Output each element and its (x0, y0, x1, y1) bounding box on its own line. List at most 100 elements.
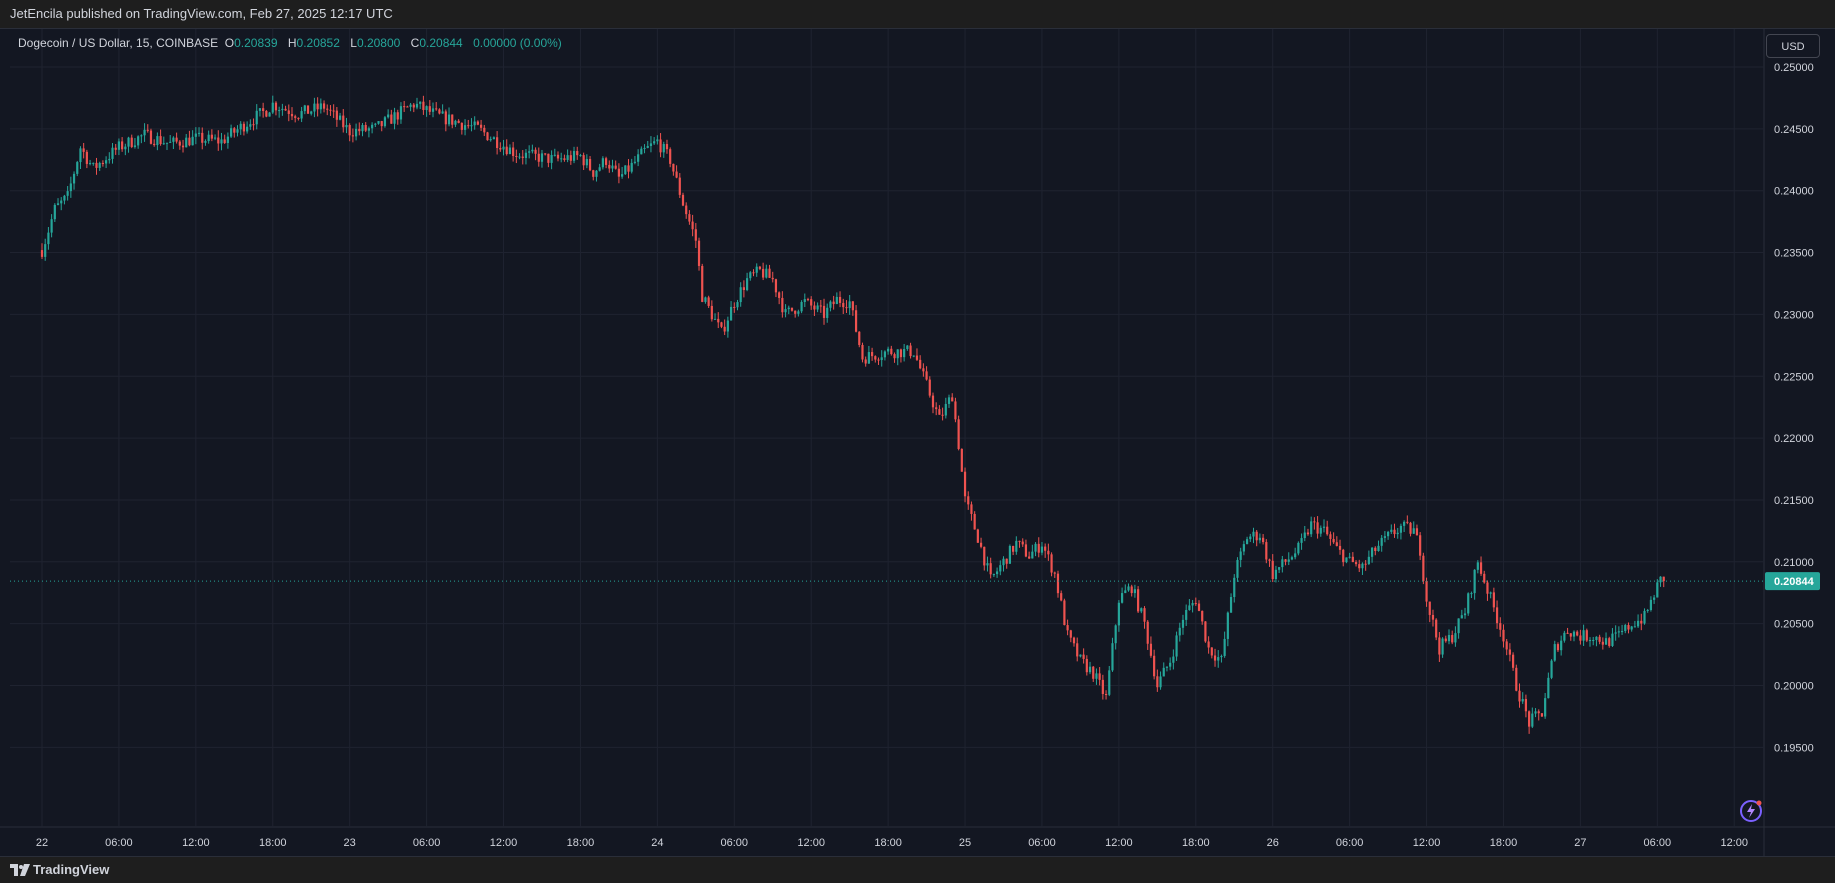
candle-body (697, 240, 701, 266)
candle-body (1569, 633, 1572, 637)
candle-body (1495, 607, 1499, 624)
candle-body (1441, 638, 1444, 655)
tradingview-logo-icon[interactable] (10, 864, 30, 876)
candle-body (630, 162, 633, 172)
candle-body (130, 137, 133, 147)
candle-body (1249, 536, 1252, 540)
candle-body (995, 571, 999, 575)
candle-body (675, 171, 678, 178)
time-tick-label: 06:00 (105, 837, 133, 849)
candle-body (197, 132, 201, 134)
candle-body (803, 299, 806, 302)
currency-button[interactable]: USD (1766, 34, 1820, 58)
candle-body (124, 146, 127, 150)
candle-body (1608, 638, 1611, 646)
candle-body (393, 112, 396, 124)
candle-body (114, 147, 117, 150)
price-axis[interactable]: 0.25000 0.24500 0.24000 0.23500 0.23000 0.225… (1774, 62, 1814, 754)
candle-body (1431, 614, 1435, 620)
candle-body (614, 165, 617, 169)
candle-body (874, 356, 877, 360)
candle-body (274, 102, 278, 111)
candle-body (156, 136, 159, 146)
candle-body (345, 124, 348, 128)
candle-body (1095, 673, 1098, 679)
candle-body (194, 133, 197, 137)
candle-body (1422, 555, 1425, 581)
candle-body (794, 310, 797, 314)
candle-body (1528, 711, 1531, 727)
candle-body (678, 177, 681, 195)
candle-body (479, 124, 483, 128)
chart-pane[interactable]: 0.25000 0.24500 0.24000 0.23500 0.23000 0.225… (0, 28, 1835, 857)
time-tick-label: 06:00 (1644, 837, 1672, 849)
candle-body (127, 137, 130, 147)
candle-body (970, 504, 973, 514)
candle-body (765, 268, 768, 278)
candle-body (191, 136, 194, 146)
candle-body (85, 151, 88, 164)
candle-body (1620, 631, 1624, 633)
candle-body (1114, 625, 1117, 644)
time-tick-label: 22 (36, 837, 48, 849)
time-tick-label: 12:00 (182, 837, 210, 849)
candle-body (364, 125, 367, 131)
candle-body (1592, 639, 1595, 641)
candle-body (233, 128, 236, 133)
candle-body (1066, 625, 1069, 631)
candle-body (588, 159, 592, 171)
candle-body (271, 102, 274, 113)
candle-body (1348, 556, 1351, 558)
candle-body (1268, 559, 1271, 561)
candle-body (771, 277, 774, 280)
time-tick-label: 18:00 (259, 837, 287, 849)
candle-body (329, 109, 332, 111)
candle-body (1265, 542, 1268, 560)
candle-body (1178, 627, 1181, 636)
candle-body (1175, 635, 1178, 657)
footer-brand[interactable]: TradingView (33, 862, 110, 877)
candle-body (1098, 673, 1101, 680)
candle-body (268, 112, 271, 117)
candle-body (992, 574, 995, 576)
candle-body (255, 110, 258, 125)
time-tick-label: 18:00 (1182, 837, 1210, 849)
candle-body (1044, 546, 1047, 551)
candle-body (1335, 542, 1338, 546)
candle-body (383, 117, 387, 127)
candle-body (50, 219, 53, 233)
candle-body (1069, 630, 1072, 638)
symbol-legend[interactable]: Dogecoin / US Dollar, 15, COINBASE O0.20… (18, 35, 562, 51)
candle-body (903, 349, 906, 358)
candle-body (502, 146, 505, 150)
candlestick-chart[interactable]: 0.25000 0.24500 0.24000 0.23500 0.23000 0.225… (0, 29, 1835, 856)
candle-body (1172, 656, 1175, 663)
candle-body (492, 137, 496, 140)
candle-body (1120, 593, 1124, 603)
candle-body (893, 354, 896, 359)
high-label: H (287, 36, 297, 50)
symbol-title[interactable]: Dogecoin / US Dollar, 15, COINBASE (18, 36, 219, 50)
candle-body (438, 109, 441, 114)
candle-body (1544, 698, 1547, 717)
candle-body (1108, 670, 1111, 695)
candle-body (656, 139, 659, 142)
candle-body (489, 139, 492, 141)
candle-body (720, 322, 723, 327)
time-axis[interactable]: 22 06:00 12:00 18:00 23 06:00 12:00 18:00 24 06:0… (36, 837, 1748, 849)
candle-body (326, 108, 329, 110)
lightning-logo-icon[interactable] (1738, 798, 1764, 824)
candle-body (1018, 540, 1021, 542)
candle-body (963, 471, 967, 497)
candle-body (528, 151, 531, 153)
candle-body (1345, 557, 1348, 563)
candle-body (1390, 529, 1393, 532)
candle-body (348, 124, 351, 136)
candle-body (1300, 538, 1303, 543)
candle-body (1060, 593, 1063, 601)
candle-body (1358, 564, 1361, 569)
candle-body (1258, 537, 1261, 541)
candle-body (842, 302, 845, 308)
candle-body (1640, 620, 1643, 624)
candle-body (412, 104, 415, 108)
